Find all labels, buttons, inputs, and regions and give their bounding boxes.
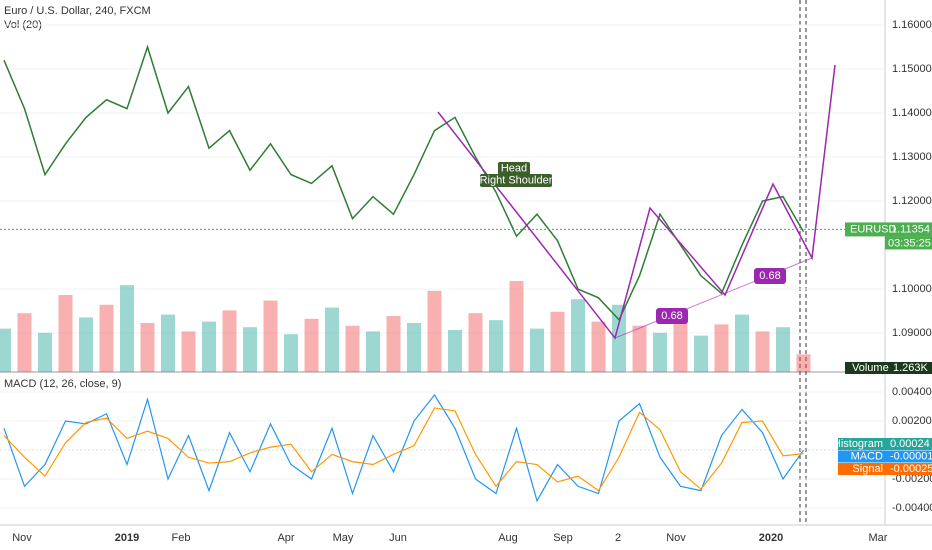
- price-line: [3, 44, 805, 322]
- latest-box: [838, 450, 932, 463]
- volume-bar: [612, 304, 626, 372]
- volume-bar: [140, 323, 155, 372]
- volume-bar: [407, 323, 421, 372]
- volume-bar: [591, 321, 606, 372]
- volume-bar: [202, 321, 216, 372]
- latest-name: Histogram: [833, 438, 883, 450]
- volume-bar: [243, 327, 257, 372]
- time-label: 2020: [759, 532, 783, 544]
- volume-bar: [468, 313, 483, 372]
- volume-bar: [530, 328, 544, 372]
- price-tick-label: 1.12000: [892, 195, 932, 207]
- volume-bar: [448, 330, 462, 372]
- ratio-box: [656, 308, 688, 324]
- time-label: Feb: [172, 532, 191, 544]
- ratio-box: [754, 268, 786, 284]
- latest-name: Signal: [852, 463, 883, 475]
- volume-bar: [99, 304, 114, 372]
- price-tick-label: 1.16000: [892, 19, 932, 31]
- volume-bar: [509, 281, 524, 372]
- latest-value: 0.00024: [890, 438, 930, 450]
- time-label: Nov: [12, 532, 32, 544]
- time-label: May: [333, 532, 354, 544]
- volume-bar: [755, 331, 770, 372]
- volume-last: 1.263K: [893, 362, 929, 374]
- latest-value: -0.00001: [890, 450, 932, 462]
- volume-bar: [632, 325, 647, 372]
- volume-bar: [550, 311, 565, 372]
- price-tick-label: 1.09000: [892, 327, 932, 339]
- current-price-box: [845, 222, 932, 237]
- shoulder-box: [480, 174, 552, 187]
- volume-bar: [181, 331, 196, 372]
- macd-tick-label: 0.00400: [892, 386, 932, 398]
- volume-bar: [17, 313, 32, 372]
- volume-bar: [714, 324, 729, 372]
- macd-tick-label: 0.00200: [892, 415, 932, 427]
- current-price-value: 1.11354: [891, 223, 930, 235]
- countdown-box: [885, 236, 932, 250]
- volume-bar: [386, 316, 401, 372]
- ratio-label: 0.68: [661, 310, 682, 322]
- volume-bar: [366, 331, 380, 372]
- volume-bar: [776, 327, 790, 372]
- macd-tick-label: -0.00200: [892, 473, 932, 485]
- time-label: Apr: [277, 532, 294, 544]
- volume-bar: [427, 290, 442, 372]
- chart-title: Euro / U.S. Dollar, 240, FXCM: [4, 5, 151, 17]
- volume-bar: [161, 314, 175, 372]
- volume-bar: [304, 318, 319, 372]
- latest-box: [838, 463, 932, 475]
- head-label: Head: [501, 162, 527, 174]
- latest-value: -0.00025: [890, 463, 932, 475]
- volume-bar: [489, 320, 503, 372]
- price-tick-label: 1.15000: [892, 63, 932, 75]
- volume-label: Volume: [852, 362, 889, 374]
- head-box: [498, 162, 530, 175]
- time-label: Mar: [869, 532, 888, 544]
- signal-line: [3, 407, 804, 492]
- latest-box: [838, 438, 932, 450]
- volume-bar: [58, 295, 73, 372]
- price-tick-label: 1.10000: [892, 283, 932, 295]
- price-tick-label: 1.14000: [892, 107, 932, 119]
- volume-label-box: [845, 362, 932, 374]
- time-label: Sep: [553, 532, 573, 544]
- volume-bar: [222, 310, 237, 372]
- volume-bar: [79, 317, 93, 372]
- volume-bar: [345, 325, 360, 372]
- current-price-symbol: EURUSD: [850, 223, 897, 235]
- macd-line: [3, 393, 804, 503]
- time-label: Nov: [666, 532, 686, 544]
- volume-bar: [735, 314, 749, 372]
- volume-bar: [0, 328, 11, 372]
- volume-bar: [571, 299, 585, 372]
- latest-name: MACD: [851, 450, 883, 462]
- volume-bar: [38, 332, 52, 372]
- countdown: 03:35:25: [888, 237, 931, 249]
- shoulder-label: Right Shoulder: [480, 174, 553, 186]
- volume-bar: [120, 285, 134, 372]
- volume-bar: [653, 332, 667, 372]
- time-label: 2: [615, 532, 621, 544]
- volume-bar: [673, 317, 688, 372]
- ratio-label: 0.68: [759, 270, 780, 282]
- volume-bar: [694, 335, 708, 372]
- macd-tick-label: -0.00400: [892, 502, 932, 514]
- macd-indicator: MACD (12, 26, close, 9): [4, 378, 121, 390]
- price-tick-label: 1.13000: [892, 151, 932, 163]
- volume-bar: [263, 300, 278, 372]
- volume-bar: [796, 354, 811, 372]
- time-label: 2019: [115, 532, 139, 544]
- time-label: Jun: [389, 532, 407, 544]
- volume-bar: [284, 334, 298, 372]
- volume-bar: [325, 307, 339, 372]
- time-label: Aug: [498, 532, 518, 544]
